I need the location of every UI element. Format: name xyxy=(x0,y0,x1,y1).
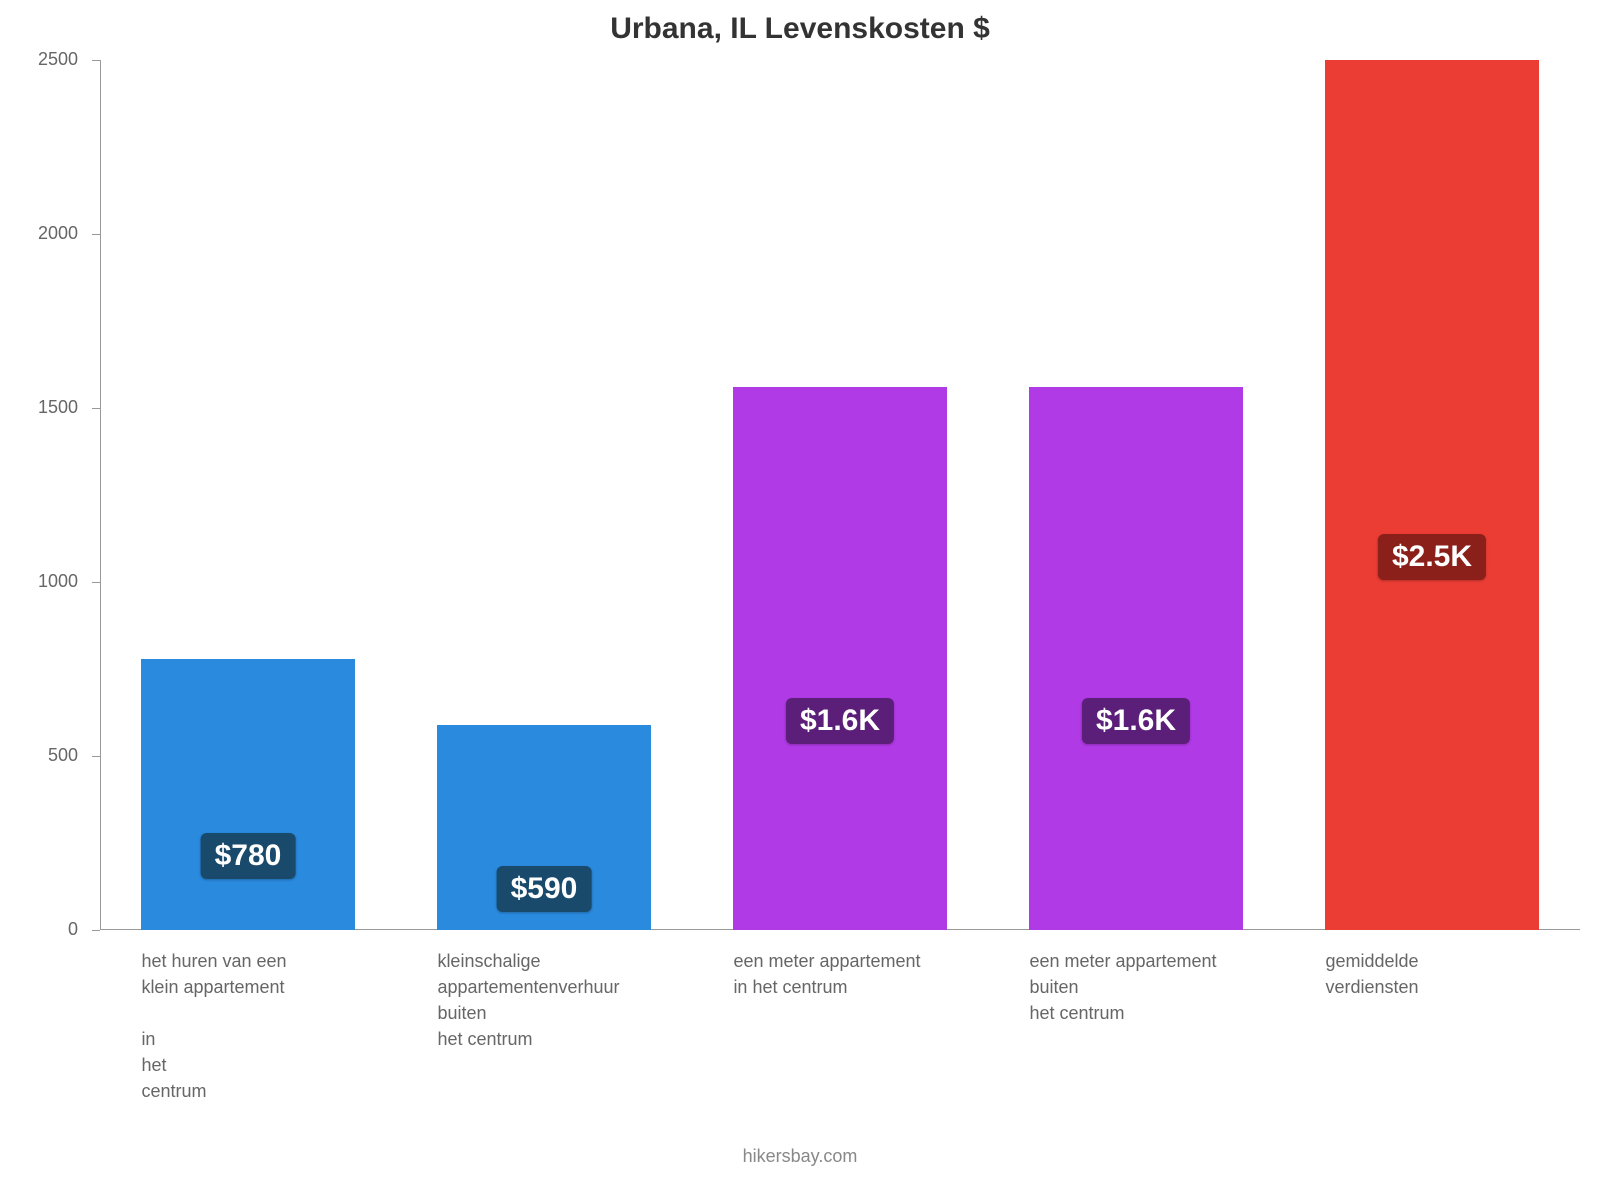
y-tick-label: 1500 xyxy=(8,397,78,418)
bar-value-label: $1.6K xyxy=(786,698,894,744)
y-axis xyxy=(100,60,101,930)
y-tick-label: 500 xyxy=(8,745,78,766)
bar-value-label: $590 xyxy=(497,866,592,912)
y-tick-mark xyxy=(92,408,100,409)
y-tick-mark xyxy=(92,930,100,931)
plot-area: 05001000150020002500$780het huren van ee… xyxy=(100,60,1580,930)
y-tick-label: 0 xyxy=(8,919,78,940)
y-tick-mark xyxy=(92,582,100,583)
x-tick-label: een meter appartement buiten het centrum xyxy=(1029,948,1272,1026)
y-tick-label: 2000 xyxy=(8,223,78,244)
x-tick-label: gemiddelde verdiensten xyxy=(1325,948,1568,1000)
bar-value-label: $1.6K xyxy=(1082,698,1190,744)
x-tick-label: het huren van een klein appartement in h… xyxy=(141,948,384,1104)
bar-value-label: $780 xyxy=(201,833,296,879)
footer-text: hikersbay.com xyxy=(0,1146,1600,1167)
y-tick-label: 2500 xyxy=(8,49,78,70)
y-tick-label: 1000 xyxy=(8,571,78,592)
x-tick-label: kleinschalige appartementenverhuur buite… xyxy=(437,948,680,1052)
y-tick-mark xyxy=(92,234,100,235)
chart-stage: Urbana, IL Levenskosten $ 05001000150020… xyxy=(0,0,1600,1200)
bar xyxy=(1325,60,1538,930)
y-tick-mark xyxy=(92,60,100,61)
y-tick-mark xyxy=(92,756,100,757)
bar-value-label: $2.5K xyxy=(1378,534,1486,580)
bar xyxy=(733,387,946,930)
bar xyxy=(141,659,354,930)
chart-title: Urbana, IL Levenskosten $ xyxy=(0,12,1600,46)
bar xyxy=(1029,387,1242,930)
x-tick-label: een meter appartement in het centrum xyxy=(733,948,976,1000)
